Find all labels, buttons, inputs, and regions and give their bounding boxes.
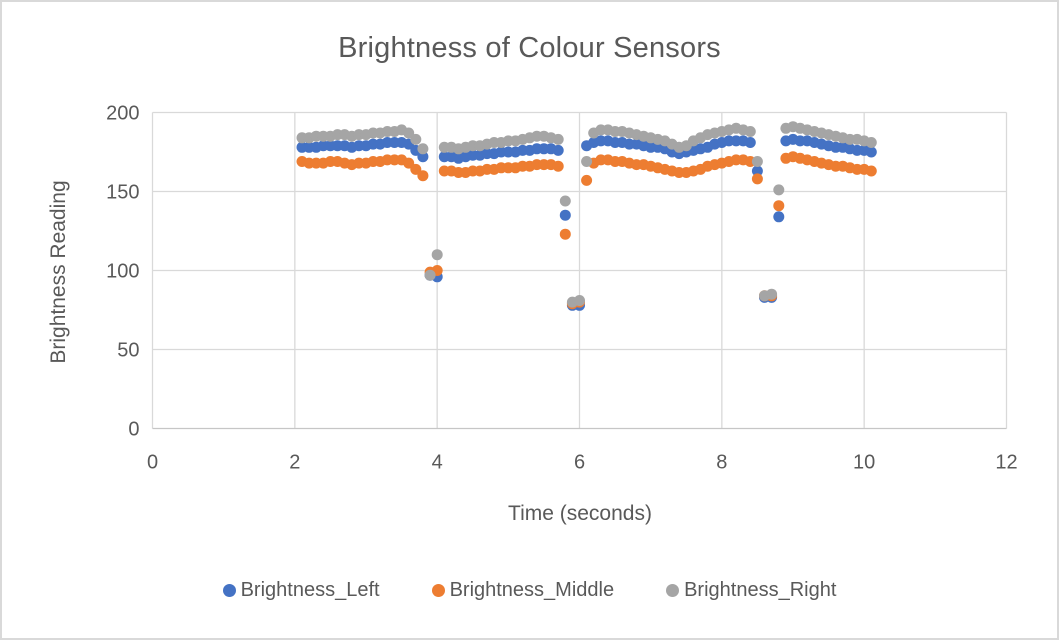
svg-text:0: 0: [128, 419, 139, 441]
legend-label-middle: Brightness_Middle: [449, 579, 615, 601]
legend-item-brightness-middle[interactable]: Brightness_Middle: [431, 579, 615, 602]
svg-text:2: 2: [289, 452, 300, 474]
x-axis-title: Time (seconds): [508, 502, 652, 525]
chart-title: Brightness of Colour Sensors: [338, 32, 721, 64]
legend-item-brightness-right[interactable]: Brightness_Right: [666, 579, 836, 602]
series-brightness_left-points: [296, 133, 877, 311]
x-tick-labels: 0 2 4 6 8 10 12: [147, 452, 1018, 474]
legend-marker-left-icon: [222, 584, 236, 597]
svg-text:12: 12: [995, 452, 1017, 474]
svg-text:8: 8: [716, 452, 727, 474]
svg-text:0: 0: [147, 452, 158, 474]
svg-text:100: 100: [106, 261, 139, 283]
svg-text:50: 50: [117, 340, 139, 362]
svg-text:4: 4: [432, 452, 443, 474]
legend-item-brightness-left[interactable]: Brightness_Left: [222, 579, 380, 602]
legend-marker-right-icon: [666, 584, 680, 597]
series-brightness_right-points: [296, 121, 877, 308]
svg-text:150: 150: [106, 182, 139, 204]
svg-text:6: 6: [574, 452, 585, 474]
legend-label-left: Brightness_Left: [240, 579, 380, 601]
legend: Brightness_Left Brightness_Middle Bright…: [2, 579, 1057, 602]
series-brightness_middle-points: [296, 151, 877, 310]
y-axis-title: Brightness Reading: [47, 180, 70, 364]
svg-text:10: 10: [853, 452, 875, 474]
y-tick-labels: 0 50 100 150 200: [106, 103, 139, 441]
legend-marker-middle-icon: [431, 584, 445, 597]
legend-label-right: Brightness_Right: [684, 579, 837, 601]
svg-text:200: 200: [106, 103, 139, 125]
gridlines: [151, 111, 1008, 430]
